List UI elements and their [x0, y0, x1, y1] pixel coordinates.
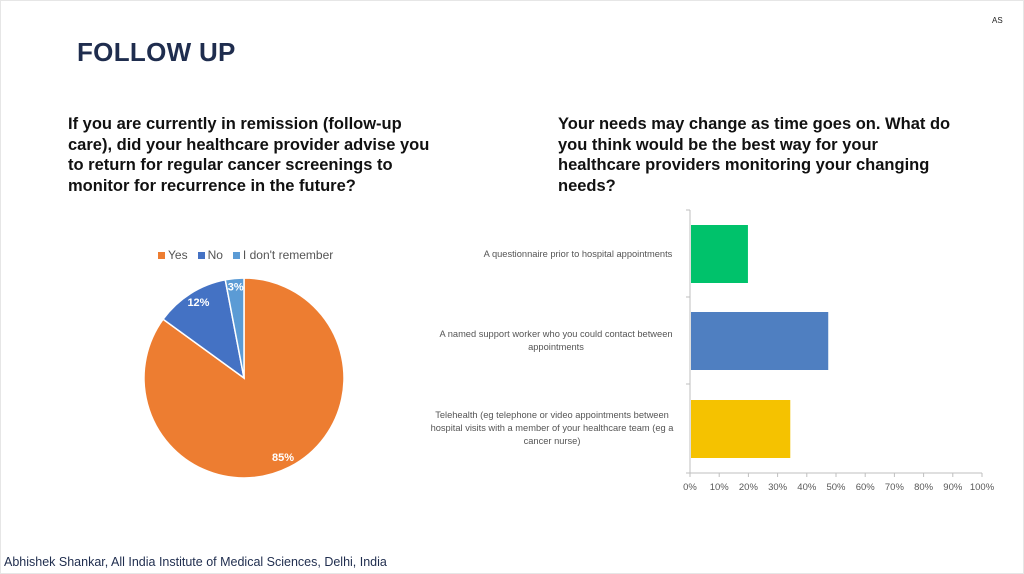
legend-label-dont-remember: I don't remember: [242, 248, 334, 262]
bar-x-tick-label: 80%: [914, 482, 934, 493]
bar-x-tick-label: 20%: [739, 482, 759, 493]
bar-x-tick-label: 70%: [885, 482, 905, 493]
pie-data-label-dont-remember: 3%: [228, 281, 244, 293]
legend-label-yes: Yes: [168, 248, 188, 262]
bar-category-label-3: Telehealth (eg telephone or video appoin…: [430, 410, 674, 446]
legend-swatch-no: [197, 251, 205, 259]
legend-swatch-yes: [158, 251, 165, 259]
bar-x-tick-label: 90%: [943, 482, 963, 493]
pie-data-label-yes: 85%: [272, 452, 294, 464]
legend-item-no: No: [197, 248, 223, 262]
bar-1: [691, 225, 748, 283]
bar-x-tick-label: 100%: [970, 482, 995, 493]
bar-x-tick-label: 40%: [797, 482, 817, 493]
pie-data-label-no: 12%: [187, 297, 209, 309]
bar-x-tick-label: 30%: [768, 482, 788, 493]
question-right: Your needs may change as time goes on. W…: [558, 115, 951, 195]
slide-title: FOLLOW UP: [77, 37, 236, 67]
bar-2: [691, 312, 829, 370]
legend-label-no: No: [207, 248, 223, 262]
legend-swatch-dont-remember: [232, 251, 240, 259]
pie-legend: Yes No I don't remember: [158, 248, 333, 262]
legend-item-yes: Yes: [158, 248, 188, 262]
bar-3: [691, 400, 791, 458]
bar-x-tick-label: 0%: [683, 482, 697, 493]
bar-x-tick-label: 60%: [856, 482, 876, 493]
corner-tag: AS: [992, 16, 1003, 25]
bar-x-tick-label: 10%: [710, 482, 730, 493]
footer-credit: Abhishek Shankar, All India Institute of…: [4, 555, 387, 569]
legend-item-dont-remember: I don't remember: [232, 248, 334, 262]
bar-x-tick-label: 50%: [826, 482, 846, 493]
pie-slice-dont-remember: [224, 277, 245, 379]
bar-category-label-1: A questionnaire prior to hospital appoin…: [483, 249, 673, 259]
pie-slice-no: [162, 278, 246, 380]
question-left: If you are currently in remission (follo…: [68, 115, 430, 195]
bar-category-label-2: A named support worker who you could con…: [439, 329, 673, 352]
